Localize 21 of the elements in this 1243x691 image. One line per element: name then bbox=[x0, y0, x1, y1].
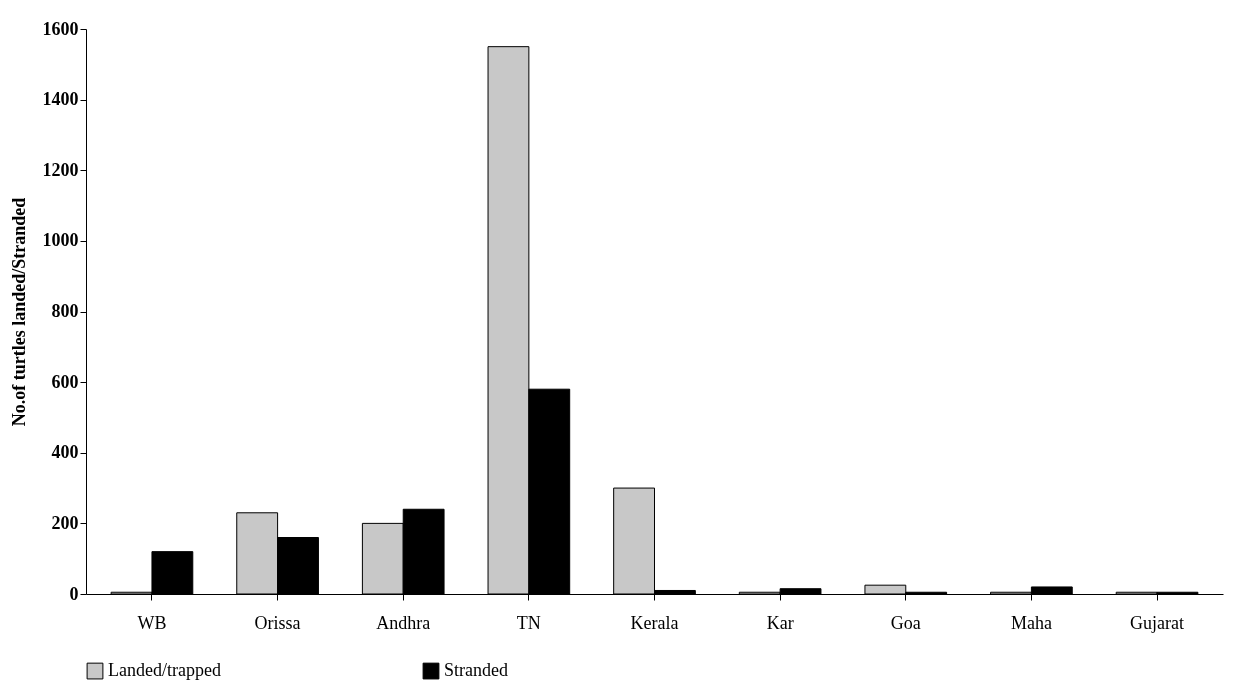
y-axis-title: No.of turtles landed/Stranded bbox=[8, 197, 29, 427]
y-tick-label: 1600 bbox=[42, 18, 79, 39]
x-tick-label: Maha bbox=[1010, 612, 1052, 633]
y-tick-label: 1400 bbox=[42, 89, 79, 110]
y-tick-label: 800 bbox=[51, 301, 79, 321]
x-tick-label: Kar bbox=[766, 612, 794, 633]
y-tick-label: 200 bbox=[51, 512, 79, 533]
y-tick-label: 0 bbox=[69, 583, 79, 604]
x-tick-label: TN bbox=[516, 612, 541, 633]
legend-label: Landed/trapped bbox=[108, 660, 221, 681]
y-tick-label: 1200 bbox=[42, 159, 79, 180]
y-tick-label: 1000 bbox=[42, 230, 79, 251]
x-tick-label: Kerala bbox=[630, 612, 679, 633]
y-tick-label: 400 bbox=[51, 442, 79, 463]
y-tick-label: 600 bbox=[51, 371, 79, 392]
x-tick-label: Goa bbox=[890, 612, 921, 633]
x-tick-label: WB bbox=[137, 612, 167, 633]
x-tick-label: Gujarat bbox=[1130, 612, 1185, 633]
legend-label: Stranded bbox=[444, 660, 508, 681]
x-tick-label: Andhra bbox=[376, 612, 431, 633]
x-tick-label: Orissa bbox=[254, 612, 301, 633]
